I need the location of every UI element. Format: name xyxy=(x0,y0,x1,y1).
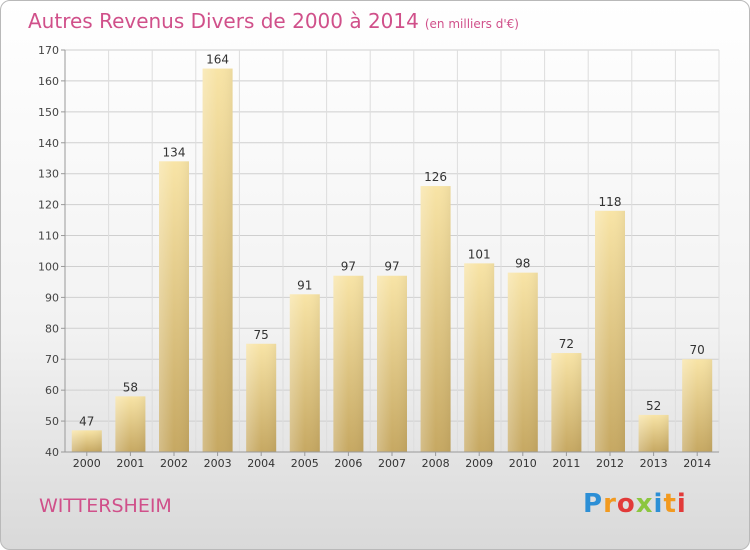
bar-sheen-2007 xyxy=(377,275,407,452)
bar-sheen-2004 xyxy=(246,343,277,452)
y-tick-label: 60 xyxy=(45,384,59,397)
bar-value-label: 134 xyxy=(163,145,186,159)
x-tick-label: 2013 xyxy=(640,457,668,470)
bar-value-label: 72 xyxy=(559,337,574,351)
bar-sheen-2001 xyxy=(115,396,146,452)
chart-unit-note: (en milliers d'€) xyxy=(424,17,519,31)
bar-sheen-2002 xyxy=(159,161,189,453)
bar-sheen-2003 xyxy=(202,68,233,453)
bar-value-label: 70 xyxy=(690,343,705,357)
x-tick-label: 2002 xyxy=(160,457,188,470)
x-tick-label: 2001 xyxy=(116,457,144,470)
axis-layer: 40 50 60 70 80 90 100 110 120 130 140 150 160 170 2000… xyxy=(38,44,719,470)
bar-sheen-2012 xyxy=(595,210,625,452)
x-tick-label: 2011 xyxy=(552,457,580,470)
bar-sheen-2008 xyxy=(420,186,451,453)
bar-sheen-2011 xyxy=(551,353,582,452)
bar-sheen-2014 xyxy=(682,359,713,452)
bar-sheen-2009 xyxy=(464,263,495,452)
x-tick-label: 2000 xyxy=(73,457,101,470)
bars-layer: 47 58 134 164 75 91 97 97 126 101 98 72 118 52 70 xyxy=(71,53,713,453)
bar-value-label: 97 xyxy=(384,260,399,274)
bar-value-label: 91 xyxy=(297,278,312,292)
bar-value-label: 52 xyxy=(646,399,661,413)
bar-value-label: 47 xyxy=(79,414,94,428)
y-tick-label: 160 xyxy=(38,75,59,88)
bar-value-label: 97 xyxy=(341,260,356,274)
bar-value-label: 101 xyxy=(468,247,491,261)
bar-value-label: 164 xyxy=(206,53,229,67)
bar-value-label: 75 xyxy=(254,328,269,342)
y-tick-label: 120 xyxy=(38,199,59,212)
x-tick-label: 2010 xyxy=(509,457,537,470)
x-tick-label: 2006 xyxy=(334,457,362,470)
bar-sheen-2006 xyxy=(333,275,364,452)
x-tick-label: 2007 xyxy=(378,457,406,470)
location-label: WITTERSHEIM xyxy=(39,495,172,517)
bar-sheen-2005 xyxy=(289,294,320,452)
bar-value-label: 126 xyxy=(424,170,447,184)
chart-title-text: Autres Revenus Divers de 2000 à 2014 xyxy=(28,9,419,33)
y-tick-label: 100 xyxy=(38,260,59,273)
chart-title: Autres Revenus Divers de 2000 à 2014 (en … xyxy=(28,9,519,33)
y-tick-label: 110 xyxy=(38,230,59,243)
x-tick-label: 2008 xyxy=(422,457,450,470)
y-tick-label: 170 xyxy=(38,44,59,57)
y-tick-label: 140 xyxy=(38,137,59,150)
x-tick-label: 2003 xyxy=(204,457,232,470)
bar-sheen-2000 xyxy=(71,430,102,452)
bar-sheen-2010 xyxy=(507,272,538,452)
bar-value-label: 98 xyxy=(515,257,530,271)
y-tick-label: 130 xyxy=(38,168,59,181)
x-tick-label: 2014 xyxy=(683,457,711,470)
x-tick-label: 2012 xyxy=(596,457,624,470)
proxiti-logo: Proxiti xyxy=(583,489,687,519)
bar-value-label: 118 xyxy=(599,195,622,209)
y-tick-label: 40 xyxy=(45,446,59,459)
y-tick-label: 80 xyxy=(45,322,59,335)
x-tick-label: 2009 xyxy=(465,457,493,470)
y-tick-label: 50 xyxy=(45,415,59,428)
x-tick-label: 2005 xyxy=(291,457,319,470)
y-tick-label: 70 xyxy=(45,353,59,366)
x-tick-label: 2004 xyxy=(247,457,275,470)
bar-sheen-2013 xyxy=(638,414,669,452)
bar-value-label: 58 xyxy=(123,380,138,394)
y-tick-label: 90 xyxy=(45,291,59,304)
y-tick-label: 150 xyxy=(38,106,59,119)
